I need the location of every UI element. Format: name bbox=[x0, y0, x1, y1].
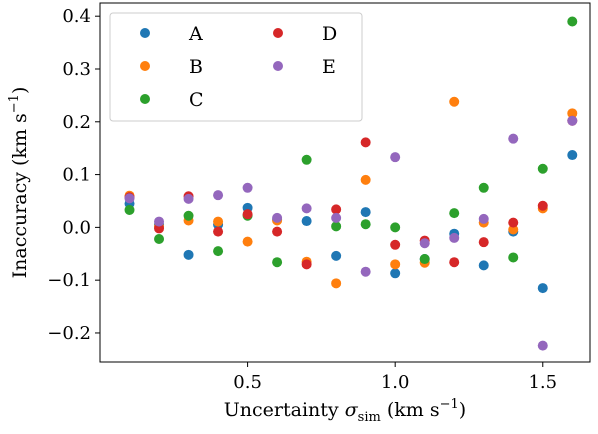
data-point-a bbox=[567, 150, 578, 161]
legend-label: C bbox=[189, 89, 204, 111]
data-point-e bbox=[508, 133, 519, 144]
data-point-d bbox=[301, 259, 312, 270]
data-point-b bbox=[390, 259, 401, 270]
data-point-e bbox=[154, 216, 165, 227]
data-point-d bbox=[508, 217, 519, 228]
data-point-d bbox=[213, 226, 224, 237]
data-point-c bbox=[331, 221, 342, 232]
data-point-d bbox=[390, 239, 401, 250]
x-axis-label: Uncertainty σsim (km s−1) bbox=[224, 397, 466, 425]
data-point-c bbox=[567, 16, 578, 27]
data-point-c bbox=[272, 257, 283, 268]
data-point-b bbox=[567, 108, 578, 119]
x-tick-label: 0.5 bbox=[233, 372, 262, 393]
data-point-c bbox=[301, 154, 312, 165]
data-point-b bbox=[508, 224, 519, 235]
legend-marker bbox=[273, 61, 283, 71]
data-point-e bbox=[124, 193, 135, 204]
legend-box bbox=[109, 12, 363, 122]
data-point-b bbox=[331, 278, 342, 289]
legend-label: A bbox=[188, 23, 203, 45]
data-point-c bbox=[360, 219, 371, 230]
legend-label: E bbox=[322, 56, 336, 78]
data-point-a bbox=[183, 249, 194, 260]
legend-entry-c: C bbox=[140, 89, 204, 111]
y-tick-label: −0.1 bbox=[47, 270, 91, 291]
y-tick-label: 0.3 bbox=[62, 59, 91, 80]
data-point-e bbox=[478, 213, 489, 224]
legend-entry-d: D bbox=[273, 23, 337, 45]
data-point-e bbox=[301, 203, 312, 214]
x-tick-label: 1.5 bbox=[528, 372, 557, 393]
y-tick-label: 0.4 bbox=[62, 6, 91, 27]
data-point-a bbox=[301, 216, 312, 227]
data-point-d bbox=[242, 209, 253, 220]
data-point-d bbox=[537, 200, 548, 211]
data-point-b bbox=[449, 96, 460, 107]
data-point-c bbox=[537, 163, 548, 174]
data-point-c bbox=[124, 204, 135, 215]
data-point-d bbox=[360, 137, 371, 148]
y-tick-label: −0.2 bbox=[47, 323, 91, 344]
x-tick-label: 1.0 bbox=[381, 372, 410, 393]
data-point-a bbox=[331, 250, 342, 261]
data-point-c bbox=[419, 254, 430, 265]
data-point-e bbox=[390, 152, 401, 163]
legend-marker bbox=[140, 28, 150, 38]
data-point-e bbox=[242, 182, 253, 193]
axis-ticks: 0.5 1.0 1.5 −0.2 −0.1 0.0 0.1 0.2 0.3 0.4 bbox=[47, 6, 557, 393]
data-point-c bbox=[390, 222, 401, 233]
data-point-d bbox=[154, 223, 165, 234]
data-point-c bbox=[449, 208, 460, 219]
legend: ABC DE bbox=[109, 12, 363, 122]
data-point-d bbox=[272, 226, 283, 237]
y-tick-label: 0.2 bbox=[62, 112, 91, 133]
legend-label: D bbox=[322, 23, 337, 45]
data-point-e bbox=[331, 212, 342, 223]
data-point-d bbox=[331, 204, 342, 215]
data-point-e bbox=[567, 115, 578, 126]
data-point-b bbox=[242, 236, 253, 247]
data-point-c bbox=[154, 233, 165, 244]
data-point-d bbox=[478, 237, 489, 248]
data-point-d bbox=[449, 257, 460, 268]
plot-frame bbox=[99, 2, 591, 363]
data-point-c bbox=[508, 252, 519, 263]
legend-marker bbox=[140, 94, 150, 104]
data-point-c bbox=[478, 182, 489, 193]
data-point-a bbox=[478, 260, 489, 271]
legend-marker bbox=[273, 28, 283, 38]
data-point-a bbox=[537, 283, 548, 294]
legend-label: B bbox=[189, 56, 203, 78]
data-point-e bbox=[449, 232, 460, 243]
data-point-a bbox=[390, 268, 401, 279]
data-point-c bbox=[183, 210, 194, 221]
y-axis-label: Inaccuracy (km s−1) bbox=[7, 87, 31, 279]
data-points bbox=[124, 16, 578, 351]
data-point-c bbox=[213, 246, 224, 257]
data-point-a bbox=[360, 207, 371, 218]
data-point-e bbox=[419, 238, 430, 249]
data-point-e bbox=[272, 212, 283, 223]
legend-marker bbox=[140, 61, 150, 71]
data-point-b bbox=[360, 174, 371, 185]
legend-entry-b: B bbox=[140, 56, 203, 78]
data-point-b bbox=[213, 216, 224, 227]
y-tick-label: 0.0 bbox=[62, 217, 91, 238]
data-point-e bbox=[213, 190, 224, 201]
y-tick-label: 0.1 bbox=[62, 165, 91, 186]
legend-entry-e: E bbox=[273, 56, 336, 78]
data-point-e bbox=[537, 340, 548, 351]
data-point-e bbox=[360, 266, 371, 277]
data-point-e bbox=[183, 193, 194, 204]
legend-entry-a: A bbox=[140, 23, 203, 45]
